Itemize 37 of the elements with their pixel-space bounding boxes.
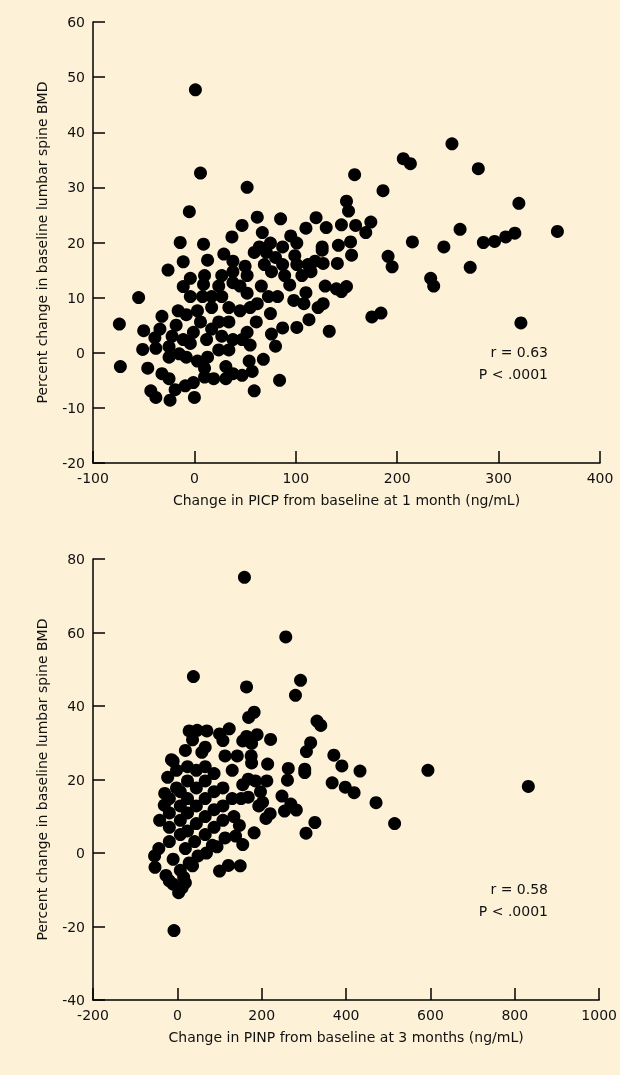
y-tick-label: 80 — [67, 551, 85, 567]
y-tick-label: -20 — [62, 918, 85, 935]
x-tick-label: 300 — [485, 470, 512, 486]
annotation: r = 0.63 — [490, 344, 548, 360]
y-tick-label: -40 — [62, 992, 85, 1008]
x-tick-label: 200 — [383, 470, 411, 486]
y-tick-label: 30 — [67, 179, 85, 196]
y-tick-label: 40 — [67, 124, 85, 141]
y-tick-label: 60 — [67, 624, 85, 641]
x-tick-label: 0 — [172, 1007, 182, 1023]
y-tick-label: 40 — [67, 698, 85, 714]
x-tick-label: 600 — [417, 1007, 444, 1023]
x-tick-label: 400 — [332, 1007, 360, 1023]
x-axis-title: Change in PICP from baseline at 1 month (ng/mL) — [172, 492, 521, 508]
y-tick-label: 60 — [67, 14, 85, 30]
annotation: P < .0001 — [478, 903, 548, 919]
x-axis-title: Change in PINP from baseline at 3 months (ng/mL) — [168, 1029, 524, 1045]
x-tick-label: 100 — [282, 470, 310, 486]
y-tick-label: 0 — [76, 845, 85, 861]
y-tick-label: 10 — [67, 289, 85, 306]
x-tick-label: 1000 — [581, 1007, 618, 1023]
y-tick-label: -20 — [62, 455, 85, 471]
y-axis-title: Percent change in baseline lumbar spine BMD — [34, 618, 50, 941]
y-tick-label: -10 — [62, 399, 85, 416]
x-tick-label: -100 — [77, 470, 109, 486]
x-tick-label: 0 — [189, 470, 199, 486]
x-tick-label: -200 — [77, 1007, 109, 1023]
x-tick-label: 200 — [248, 1007, 276, 1023]
annotation: r = 0.58 — [490, 881, 548, 897]
annotation: P < .0001 — [478, 366, 548, 382]
y-tick-label: 20 — [67, 771, 85, 788]
y-tick-label: 20 — [67, 234, 85, 251]
y-axis-title: Percent change in baseline lumbar spine BMD — [34, 81, 50, 404]
x-tick-label: 800 — [501, 1007, 529, 1023]
y-tick-label: 50 — [67, 69, 85, 86]
y-tick-label: 0 — [76, 344, 85, 361]
x-tick-label: 400 — [586, 470, 614, 486]
